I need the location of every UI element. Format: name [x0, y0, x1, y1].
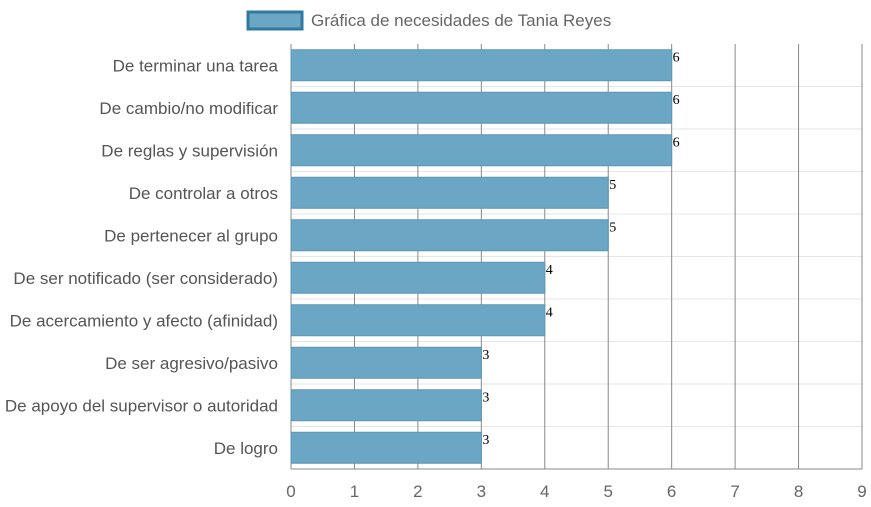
bar[interactable]	[290, 219, 609, 252]
bar[interactable]	[290, 431, 482, 464]
x-tick-label: 7	[730, 482, 739, 501]
x-tick-label: 8	[794, 482, 803, 501]
bar[interactable]	[290, 261, 546, 294]
category-label: De ser agresivo/pasivo	[105, 354, 278, 373]
x-tick-label: 5	[603, 482, 612, 501]
category-label: De reglas y supervisión	[101, 141, 278, 160]
data-label: 3	[482, 433, 489, 448]
category-label: De ser notificado (ser considerado)	[13, 269, 278, 288]
bar[interactable]	[290, 176, 609, 209]
legend[interactable]: Gráfica de necesidades de Tania Reyes	[246, 10, 611, 31]
data-label: 3	[482, 348, 489, 363]
x-tick-label: 3	[477, 482, 486, 501]
x-tick-label: 6	[667, 482, 676, 501]
category-labels: De terminar una tarea De cambio/no modifi…	[5, 56, 279, 458]
data-label: 5	[609, 220, 616, 235]
legend-swatch[interactable]	[246, 10, 304, 31]
bar[interactable]	[290, 49, 673, 82]
data-labels: 6 6 6 5 5 4 4 3 3 3	[482, 50, 679, 448]
bar[interactable]	[290, 389, 482, 422]
data-label: 6	[673, 50, 680, 65]
category-label: De pertenecer al grupo	[104, 226, 278, 245]
category-label: De terminar una tarea	[113, 56, 279, 75]
data-label: 6	[673, 93, 680, 108]
x-tick-label: 4	[540, 482, 549, 501]
category-label: De apoyo del supervisor o autoridad	[5, 396, 278, 415]
category-label: De controlar a otros	[129, 184, 278, 203]
bar[interactable]	[290, 346, 482, 379]
data-label: 3	[482, 390, 489, 405]
bar[interactable]	[290, 134, 673, 167]
x-tick-label: 9	[857, 482, 866, 501]
x-tick-label: 2	[413, 482, 422, 501]
bars	[290, 49, 673, 464]
data-label: 5	[609, 178, 616, 193]
data-label: 4	[546, 305, 553, 320]
category-label: De logro	[214, 439, 278, 458]
x-tick-label: 1	[350, 482, 359, 501]
data-label: 4	[546, 263, 553, 278]
bar[interactable]	[290, 304, 546, 337]
legend-label: Gráfica de necesidades de Tania Reyes	[311, 11, 611, 30]
bar[interactable]	[290, 91, 673, 124]
category-label: De cambio/no modificar	[99, 99, 278, 118]
category-label: De acercamiento y afecto (afinidad)	[10, 311, 278, 330]
x-tick-label: 0	[286, 482, 295, 501]
x-axis-tick-labels: 0 1 2 3 4 5 6 7 8 9	[286, 482, 866, 501]
data-label: 6	[673, 135, 680, 150]
